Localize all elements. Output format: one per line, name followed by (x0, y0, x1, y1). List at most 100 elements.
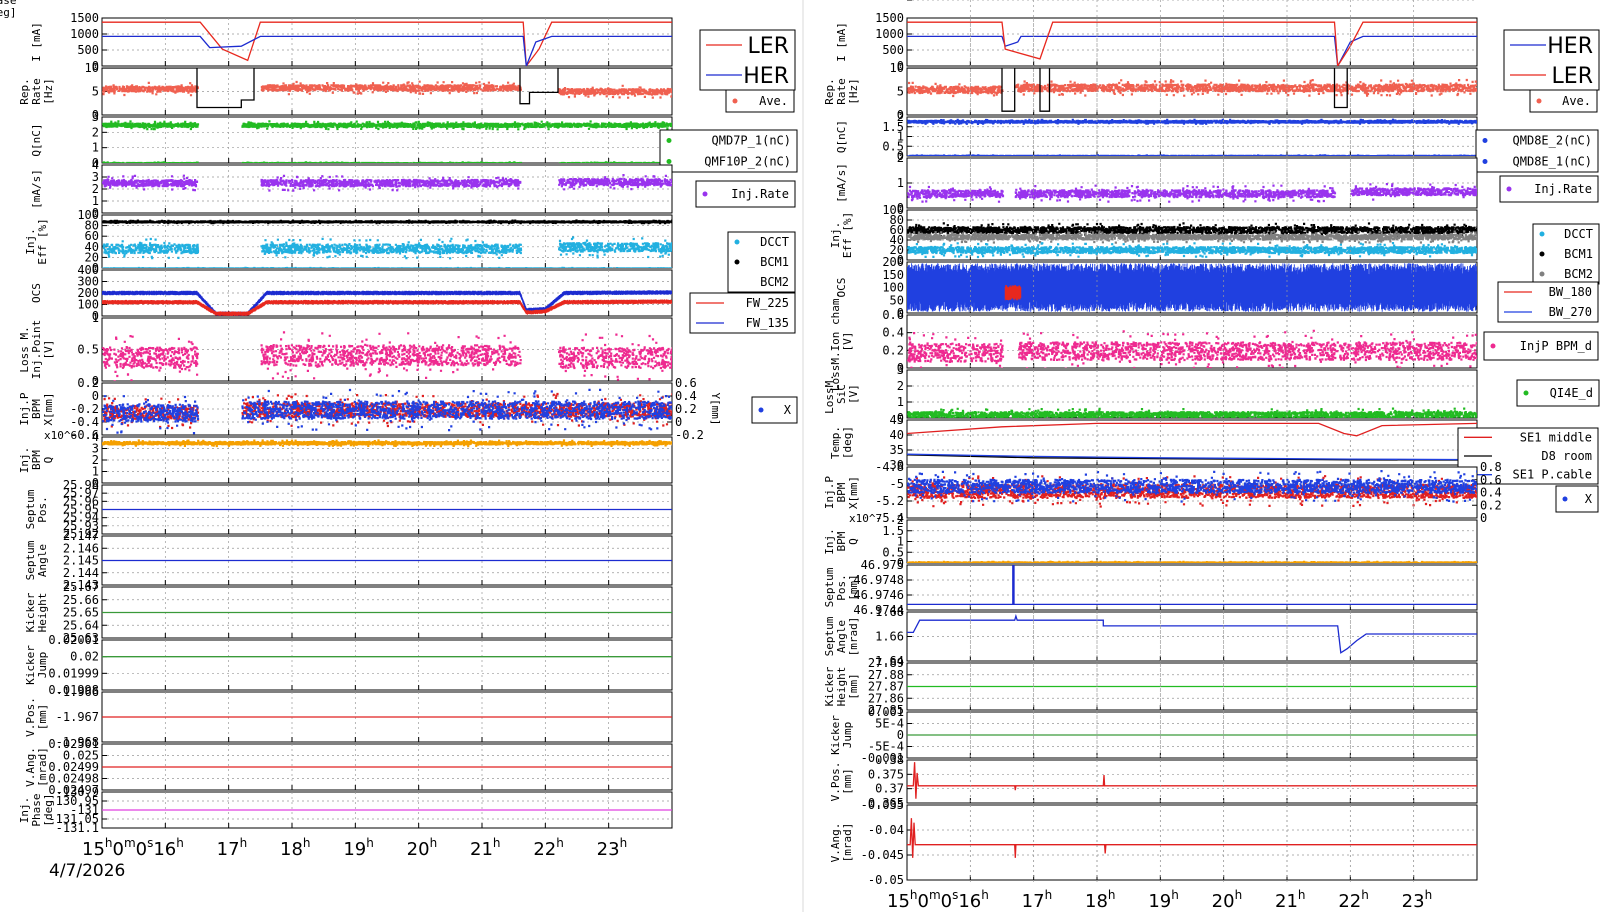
exponent-label: x10^6 (44, 429, 77, 442)
y-axis-label-line: Jump (841, 722, 854, 749)
y-axis-label-line: [V] (847, 384, 860, 404)
y-axis-label-line: X[mm] (42, 392, 55, 425)
legend-label: BCM1 (1564, 247, 1593, 261)
legend-label: LER (1552, 64, 1593, 89)
y-axis-label: Inj.Phase[deg] (0, 0, 17, 19)
y-axis-label: Kicker Jump (24, 645, 49, 685)
legend-label: LER (748, 34, 789, 59)
x-tick-label: 21h (470, 836, 501, 860)
x-tick-label: 17h (217, 836, 248, 860)
y-axis-label-line: Jump (36, 652, 49, 679)
legend-label: Inj.Rate (731, 187, 789, 201)
legend-charge: QMD8E_2(nC)QMD8E_1(nC) (1476, 130, 1598, 172)
y-axis-label: Inj. Eff [%] (24, 218, 49, 264)
legend-swatch (1483, 159, 1488, 164)
y-tick-label: 1.68 (875, 605, 904, 619)
y-axis-label: V.Ang. [mrad] (829, 823, 854, 863)
right-panel-vang: -0.035-0.04-0.045-0.05V.Ang. [mrad] (829, 798, 1477, 887)
legend-injrate: Inj.Rate (696, 181, 795, 207)
y-axis-label-line: [mA/s] (835, 163, 848, 203)
x-tick-label: 23h (1402, 888, 1433, 912)
y-tick-label: 2 (897, 379, 904, 393)
legend-swatch (1540, 252, 1545, 257)
y-axis-label-line: Height (36, 593, 49, 633)
x-tick-label: 15h0m0s (82, 836, 153, 860)
right-tick-label: 0.2 (675, 402, 697, 416)
y-tick-label: -0.045 (861, 848, 904, 862)
y-tick-label: 1 (897, 176, 904, 190)
panel-frame (907, 370, 1477, 418)
y-tick-label: 5 (897, 85, 904, 99)
y-tick-label: 1 (92, 141, 99, 155)
legend-label: BCM2 (1564, 267, 1593, 281)
y-tick-label: 3 (92, 110, 99, 124)
y-tick-label: 0.2 (882, 343, 904, 357)
y-axis-label-line: [mm] (841, 768, 854, 795)
y-axis-label-line: OCS (30, 283, 43, 303)
y-tick-label: 0.01999 (48, 666, 99, 680)
x-tick-label: 18h (280, 836, 311, 860)
y-tick-label: -0.035 (861, 798, 904, 812)
y-tick-label: 0.02 (70, 650, 99, 664)
y-axis-label-line: Q[nC] (30, 123, 43, 156)
y-tick-label: -1.966 (56, 685, 99, 699)
y-axis-label: Rep. Rate [Hz] (18, 78, 55, 105)
legend-swatch (667, 159, 672, 164)
y-axis-label-line: [V] (841, 332, 854, 352)
legend-label: DCCT (760, 235, 789, 249)
legend-label: QI4E_d (1550, 386, 1593, 400)
legend-label: BCM1 (760, 255, 789, 269)
y-axis-label: Inj.Phase[deg] (18, 793, 55, 826)
legend-label: BCM2 (760, 275, 789, 289)
x-tick-label: 16h (153, 836, 184, 860)
legend-label: Ave. (759, 94, 788, 108)
y-tick-label: 0.375 (868, 767, 904, 781)
y-axis-label-line: [mrad] (847, 617, 860, 657)
y-tick-label: 500 (882, 43, 904, 57)
legend-swatch (1540, 232, 1545, 237)
legend-label: BW_270 (1549, 305, 1592, 319)
legend-swatch (1524, 391, 1529, 396)
series-area (907, 263, 1477, 311)
legend-swatch (733, 99, 738, 104)
y-axis-label: Kicker Jump (829, 715, 854, 755)
legend-label: InjP BPM_d (1520, 339, 1592, 353)
y-tick-label: 95.95 (868, 0, 904, 3)
y-tick-label: 5 (92, 85, 99, 99)
left-panel-septpos: 25.9825.9725.9625.9525.9425.9325.92Septu… (24, 478, 672, 541)
legend-label: DCCT (1564, 227, 1593, 241)
y-axis-label-line: [mrad] (36, 747, 49, 787)
y-tick-label: 0.5 (77, 343, 99, 357)
legend-swatch (703, 192, 708, 197)
panel-frame (907, 565, 1477, 610)
y-axis-label: Temp. [deg] (829, 426, 854, 459)
y-tick-label: -5.2 (875, 494, 904, 508)
y-tick-label: 1500 (70, 11, 99, 25)
y-axis-label-line: [mA/s] (30, 169, 43, 209)
y-tick-label: 46.9746 (853, 588, 904, 602)
x-tick-label: 19h (343, 836, 374, 860)
legend-reprate: Ave. (726, 90, 794, 112)
y-axis-label: OCS (30, 283, 43, 303)
legend-swatch (1537, 99, 1542, 104)
y-axis-label-line: I [mA] (30, 22, 43, 62)
x-tick-label: 22h (1338, 888, 1369, 912)
right-axis-label: Y[mm] (709, 392, 722, 425)
y-axis-label: I [mA] (835, 22, 848, 62)
y-axis-label: Septum Pos. (24, 489, 49, 529)
y-axis-label: [mA/s] (835, 163, 848, 203)
legend-bpm: X (1556, 486, 1598, 512)
y-tick-label: 0 (92, 389, 99, 403)
y-axis-label-line: X[mm] (847, 476, 860, 509)
y-tick-label: 10 (85, 61, 99, 75)
y-axis-label-line: Pos. (36, 496, 49, 523)
left-panel-vang: 0.025010.0250.024990.024980.02497V.Ang.[… (24, 737, 672, 797)
